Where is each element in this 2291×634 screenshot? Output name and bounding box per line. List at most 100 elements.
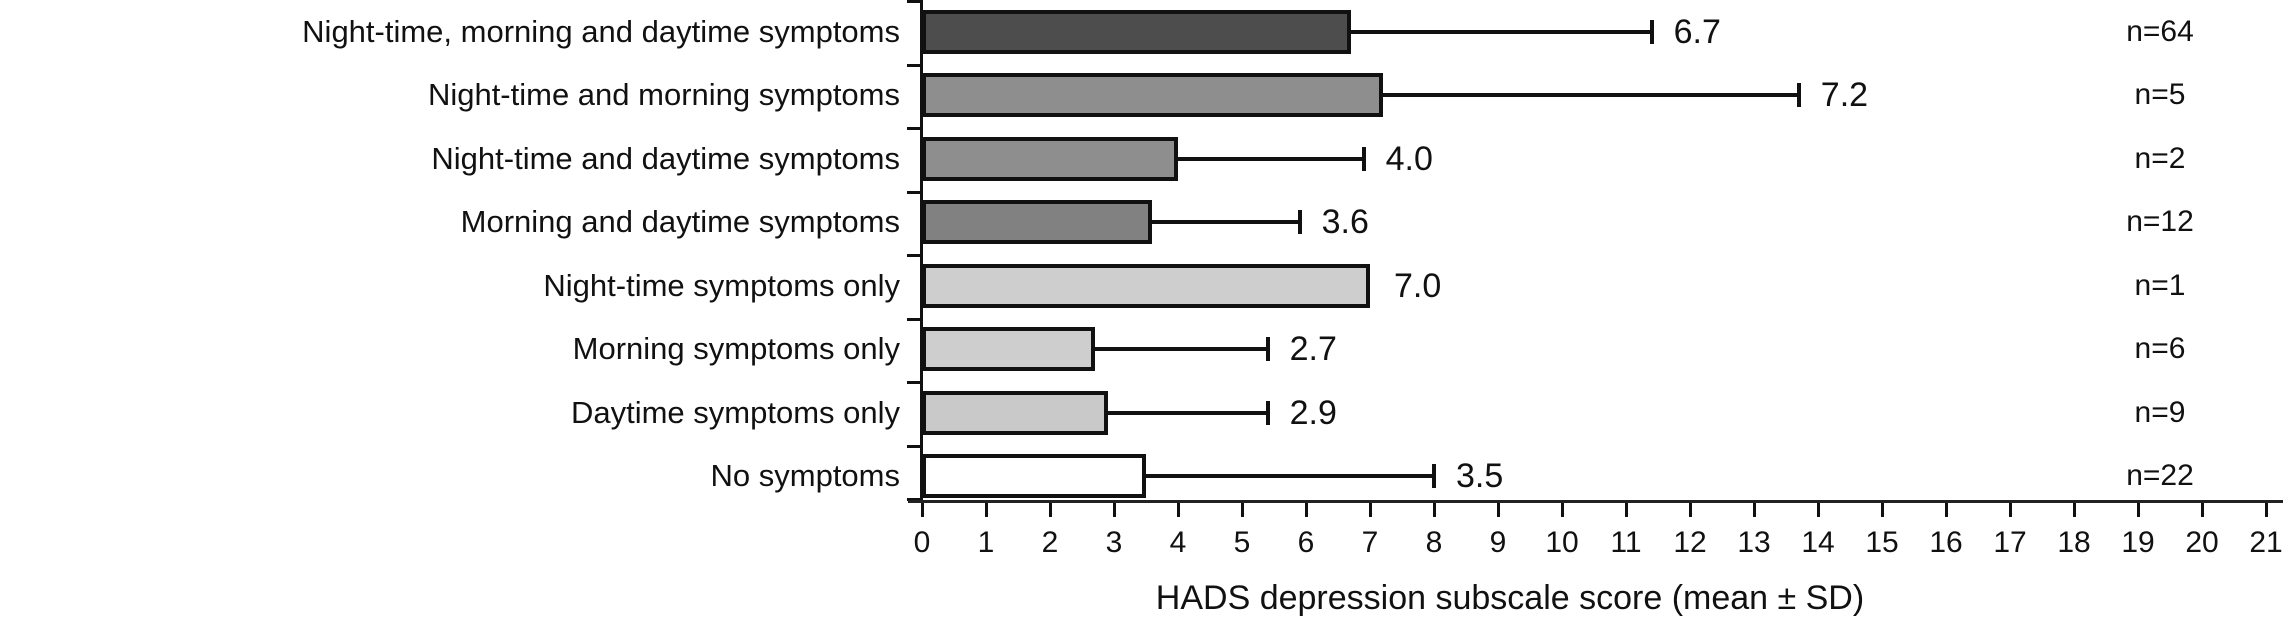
category-label: No symptoms [710,458,900,494]
x-axis-tick [1432,503,1436,517]
sd-whisker-cap [1265,337,1270,362]
x-axis-tick [1112,503,1116,517]
bar [922,327,1095,372]
y-axis-tick [907,381,920,384]
x-axis-tick [2200,503,2204,517]
x-axis-tick [1752,503,1756,517]
x-axis-tick-label: 17 [1993,526,2027,559]
x-axis-tick-label: 7 [1361,526,1379,559]
category-label: Night-time, morning and daytime symptoms [302,13,900,49]
x-axis-tick-label: 11 [1610,526,1642,559]
x-axis-tick [1368,503,1372,517]
x-axis-tick-label: 14 [1801,526,1835,559]
sd-whisker-cap [1649,19,1654,44]
bar [922,454,1146,499]
x-axis-tick [1944,503,1948,517]
bar [922,200,1153,245]
x-axis-tick-label: 21 [2249,526,2283,559]
x-axis-tick-label: 8 [1425,526,1443,559]
x-axis-tick [1496,503,1500,517]
x-axis-tick-label: 18 [2057,526,2091,559]
x-axis-tick-label: 5 [1233,526,1251,559]
category-label: Morning and daytime symptoms [460,204,900,240]
x-axis-tick [1176,503,1180,517]
x-axis-tick [2072,503,2076,517]
sample-size-label: n=2 [2134,141,2186,175]
bar [922,390,1108,435]
y-axis-tick [907,0,920,3]
sample-size-label: n=12 [2126,205,2194,239]
sample-size-label: n=64 [2126,14,2194,48]
category-label: Daytime symptoms only [570,394,900,430]
x-axis-tick [1688,503,1692,517]
x-axis-tick-label: 3 [1105,526,1123,559]
y-axis-tick [907,444,920,448]
y-axis-tick [907,127,920,130]
y-axis-tick [907,190,920,194]
sample-size-label: n=5 [2134,78,2186,112]
y-axis-tick [907,254,920,257]
sd-whisker-cap [1361,146,1366,171]
bar [922,136,1178,181]
x-axis-tick [1880,503,1884,517]
x-axis-tick-label: 16 [1929,526,1963,559]
category-label: Night-time and morning symptoms [427,77,900,113]
x-axis-tick [1560,503,1564,517]
x-axis-tick-label: 10 [1545,526,1579,559]
category-label: Night-time and daytime symptoms [431,140,900,176]
x-axis-line [908,500,2283,503]
x-axis-tick-label: 0 [913,526,931,559]
sd-whisker-cap [1297,210,1302,235]
x-axis-tick-label: 2 [1041,526,1059,559]
sd-whisker-cap [1432,464,1436,489]
x-axis-tick-label: 9 [1489,526,1507,559]
x-axis-tick-label: 4 [1169,526,1187,559]
sd-whisker-line [1178,156,1364,161]
sd-whisker-line [1350,29,1652,34]
category-label: Night-time symptoms only [543,267,900,303]
x-axis-title: HADS depression subscale score (mean ± S… [1155,579,1865,617]
sd-whisker-line [1152,220,1300,225]
sd-whisker-cap [1796,83,1801,108]
x-axis-tick [2008,503,2012,517]
sd-whisker-line [1146,474,1434,479]
x-axis-tick-label: 15 [1865,526,1899,559]
sd-whisker-line [1094,347,1268,352]
sd-whisker-line [1107,410,1268,415]
bar [922,263,1370,308]
x-axis-tick [920,503,924,517]
mean-value-label: 3.5 [1456,457,1504,496]
x-axis-tick [1240,503,1244,517]
sample-size-label: n=1 [2134,268,2186,302]
mean-value-label: 2.7 [1289,330,1337,369]
sd-whisker-cap [1265,400,1270,425]
bar [922,73,1383,118]
x-axis-tick-label: 13 [1737,526,1771,559]
mean-value-label: 3.6 [1321,203,1369,242]
y-axis-tick [907,63,920,67]
x-axis-tick-label: 20 [2185,526,2219,559]
y-axis-tick [907,317,920,321]
x-axis-tick [1624,503,1628,517]
x-axis-tick [2136,503,2140,517]
sample-size-label: n=9 [2134,395,2186,429]
sd-whisker-line [1382,93,1799,98]
bar [922,9,1351,54]
mean-value-label: 2.9 [1289,393,1337,432]
x-axis-tick [2264,503,2268,517]
y-axis-line [920,0,923,502]
sample-size-label: n=22 [2126,459,2194,493]
mean-value-label: 4.0 [1385,139,1433,178]
x-axis-tick-label: 19 [2121,526,2155,559]
x-axis-tick-label: 12 [1673,526,1707,559]
mean-value-label: 7.0 [1394,266,1442,305]
x-axis-tick [984,503,988,517]
mean-value-label: 6.7 [1673,12,1721,51]
x-axis-tick [1048,503,1052,517]
y-axis-tick [907,498,920,501]
category-label: Morning symptoms only [572,331,900,367]
x-axis-tick-label: 1 [977,526,995,559]
x-axis-tick-label: 6 [1297,526,1315,559]
x-axis-tick [1304,503,1308,517]
